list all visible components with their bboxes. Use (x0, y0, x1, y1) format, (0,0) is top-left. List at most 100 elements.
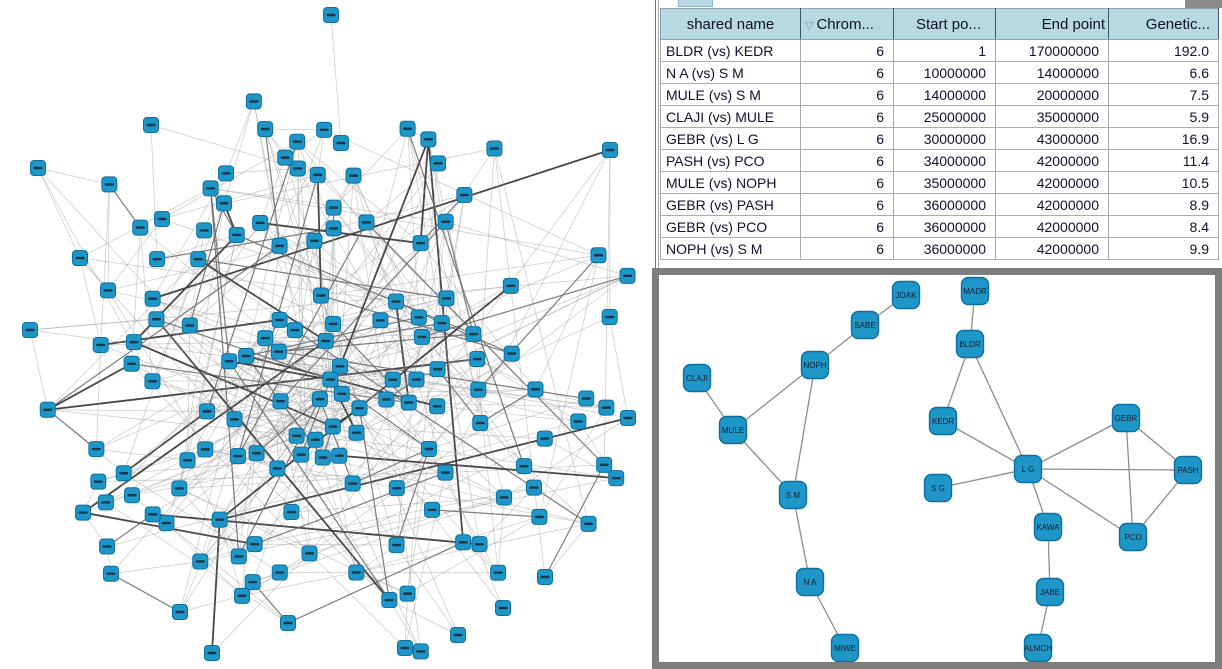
network-edge[interactable] (396, 368, 438, 489)
network-edge[interactable] (472, 334, 499, 573)
network-edge[interactable] (494, 148, 589, 524)
network-edge[interactable] (445, 148, 495, 222)
network-edge[interactable] (223, 101, 255, 204)
table-cell[interactable]: 36000000 (893, 215, 996, 238)
network-edge[interactable] (319, 228, 334, 400)
network-edge[interactable] (1027, 417, 1127, 470)
table-cell[interactable]: GEBR (vs) PASH (660, 193, 801, 216)
network-edge[interactable] (436, 358, 478, 407)
network-edge[interactable] (187, 325, 191, 461)
table-cell[interactable]: N A (vs) S M (660, 61, 801, 84)
table-row[interactable]: MULE (vs) NOPH 6 35000000 42000000 10.5 (660, 171, 1219, 194)
table-cell[interactable]: 36000000 (893, 193, 996, 216)
network-edge[interactable] (297, 141, 421, 244)
network-edge[interactable] (535, 255, 599, 390)
network-edge[interactable] (428, 139, 474, 335)
network-edge[interactable] (200, 543, 255, 562)
node-MULE[interactable] (718, 415, 748, 445)
overview-network-canvas[interactable] (0, 0, 652, 669)
network-edge[interactable] (314, 240, 479, 391)
network-edge[interactable] (157, 234, 237, 260)
network-edge[interactable] (234, 418, 297, 437)
table-row[interactable]: GEBR (vs) PASH 6 36000000 42000000 8.9 (660, 193, 1219, 216)
scrollbar-fragment-gray[interactable] (1185, 0, 1222, 8)
network-edge[interactable] (254, 472, 446, 545)
table-cell[interactable]: MULE (vs) S M (660, 83, 801, 106)
network-edge[interactable] (152, 149, 611, 300)
network-edge[interactable] (279, 245, 322, 296)
table-cell[interactable]: 34000000 (893, 149, 996, 172)
node-MADR[interactable] (960, 276, 990, 306)
table-cell[interactable]: 6 (800, 237, 894, 260)
network-edge[interactable] (392, 379, 579, 422)
network-edge[interactable] (732, 364, 816, 431)
network-edge[interactable] (254, 487, 535, 545)
network-edge[interactable] (237, 222, 367, 457)
network-edge[interactable] (161, 174, 318, 220)
network-edge[interactable] (133, 174, 318, 343)
network-edge[interactable] (322, 128, 408, 458)
network-edge[interactable] (179, 472, 446, 489)
network-edge[interactable] (359, 408, 459, 636)
table-row[interactable]: BLDR (vs) KEDR 6 1 170000000 192.0 (660, 39, 1219, 62)
network-edge[interactable] (392, 322, 443, 380)
table-cell[interactable]: 10.5 (1108, 171, 1219, 194)
network-edge[interactable] (609, 316, 629, 419)
network-edge[interactable] (211, 519, 221, 654)
network-edge[interactable] (479, 487, 535, 545)
node-N-A[interactable] (795, 567, 825, 597)
network-edge[interactable] (792, 494, 811, 583)
network-edge[interactable] (123, 329, 296, 474)
table-row[interactable]: GEBR (vs) L G 6 30000000 43000000 16.9 (660, 127, 1219, 150)
network-edge[interactable] (256, 398, 321, 454)
network-edge[interactable] (477, 254, 599, 391)
network-edge[interactable] (150, 124, 298, 169)
network-edge[interactable] (352, 275, 628, 484)
node-KEDR[interactable] (928, 406, 958, 436)
node-KAWA[interactable] (1033, 512, 1063, 542)
network-edge[interactable] (179, 488, 310, 554)
network-edge[interactable] (219, 340, 327, 520)
network-edge[interactable] (942, 420, 1029, 470)
network-edge[interactable] (178, 234, 238, 489)
table-cell[interactable]: 14000000 (893, 83, 996, 106)
network-edge[interactable] (179, 595, 243, 613)
network-edge[interactable] (155, 318, 390, 601)
network-edge[interactable] (47, 409, 97, 450)
network-edge[interactable] (792, 364, 816, 496)
network-edge[interactable] (297, 168, 302, 455)
network-edge[interactable] (339, 175, 354, 367)
network-edge[interactable] (198, 258, 447, 299)
table-cell[interactable]: 42000000 (995, 215, 1109, 238)
network-edge[interactable] (407, 128, 525, 467)
table-cell[interactable]: BLDR (vs) KEDR (660, 39, 801, 62)
table-cell[interactable]: 14000000 (995, 61, 1109, 84)
network-edge[interactable] (264, 128, 343, 394)
network-edge[interactable] (110, 561, 201, 575)
network-edge[interactable] (277, 240, 315, 469)
network-edge[interactable] (219, 417, 629, 521)
network-edge[interactable] (416, 275, 628, 380)
node-MIWE[interactable] (830, 633, 860, 663)
network-edge[interactable] (278, 351, 321, 400)
table-cell[interactable]: 8.4 (1108, 215, 1219, 238)
table-row[interactable]: PASH (vs) PCO 6 34000000 42000000 11.4 (660, 149, 1219, 172)
network-edge[interactable] (309, 553, 406, 649)
column-header-chromosome[interactable]: ▽ Chrom... (800, 8, 894, 40)
network-edge[interactable] (356, 572, 408, 594)
network-edge[interactable] (198, 258, 438, 370)
network-edge[interactable] (330, 358, 478, 380)
network-edge[interactable] (152, 513, 480, 546)
network-edge[interactable] (420, 242, 536, 390)
node-SABE[interactable] (850, 310, 880, 340)
network-edge[interactable] (95, 344, 102, 450)
table-cell[interactable]: 6 (800, 171, 894, 194)
network-edge[interactable] (407, 128, 443, 324)
column-header-shared-name[interactable]: shared name (660, 8, 801, 40)
network-edge[interactable] (278, 322, 442, 353)
table-row[interactable]: GEBR (vs) PCO 6 36000000 42000000 8.4 (660, 215, 1219, 238)
table-cell[interactable]: 1 (893, 39, 996, 62)
node-PCO[interactable] (1118, 522, 1148, 552)
network-edge[interactable] (259, 157, 286, 224)
network-edge[interactable] (969, 343, 1029, 470)
